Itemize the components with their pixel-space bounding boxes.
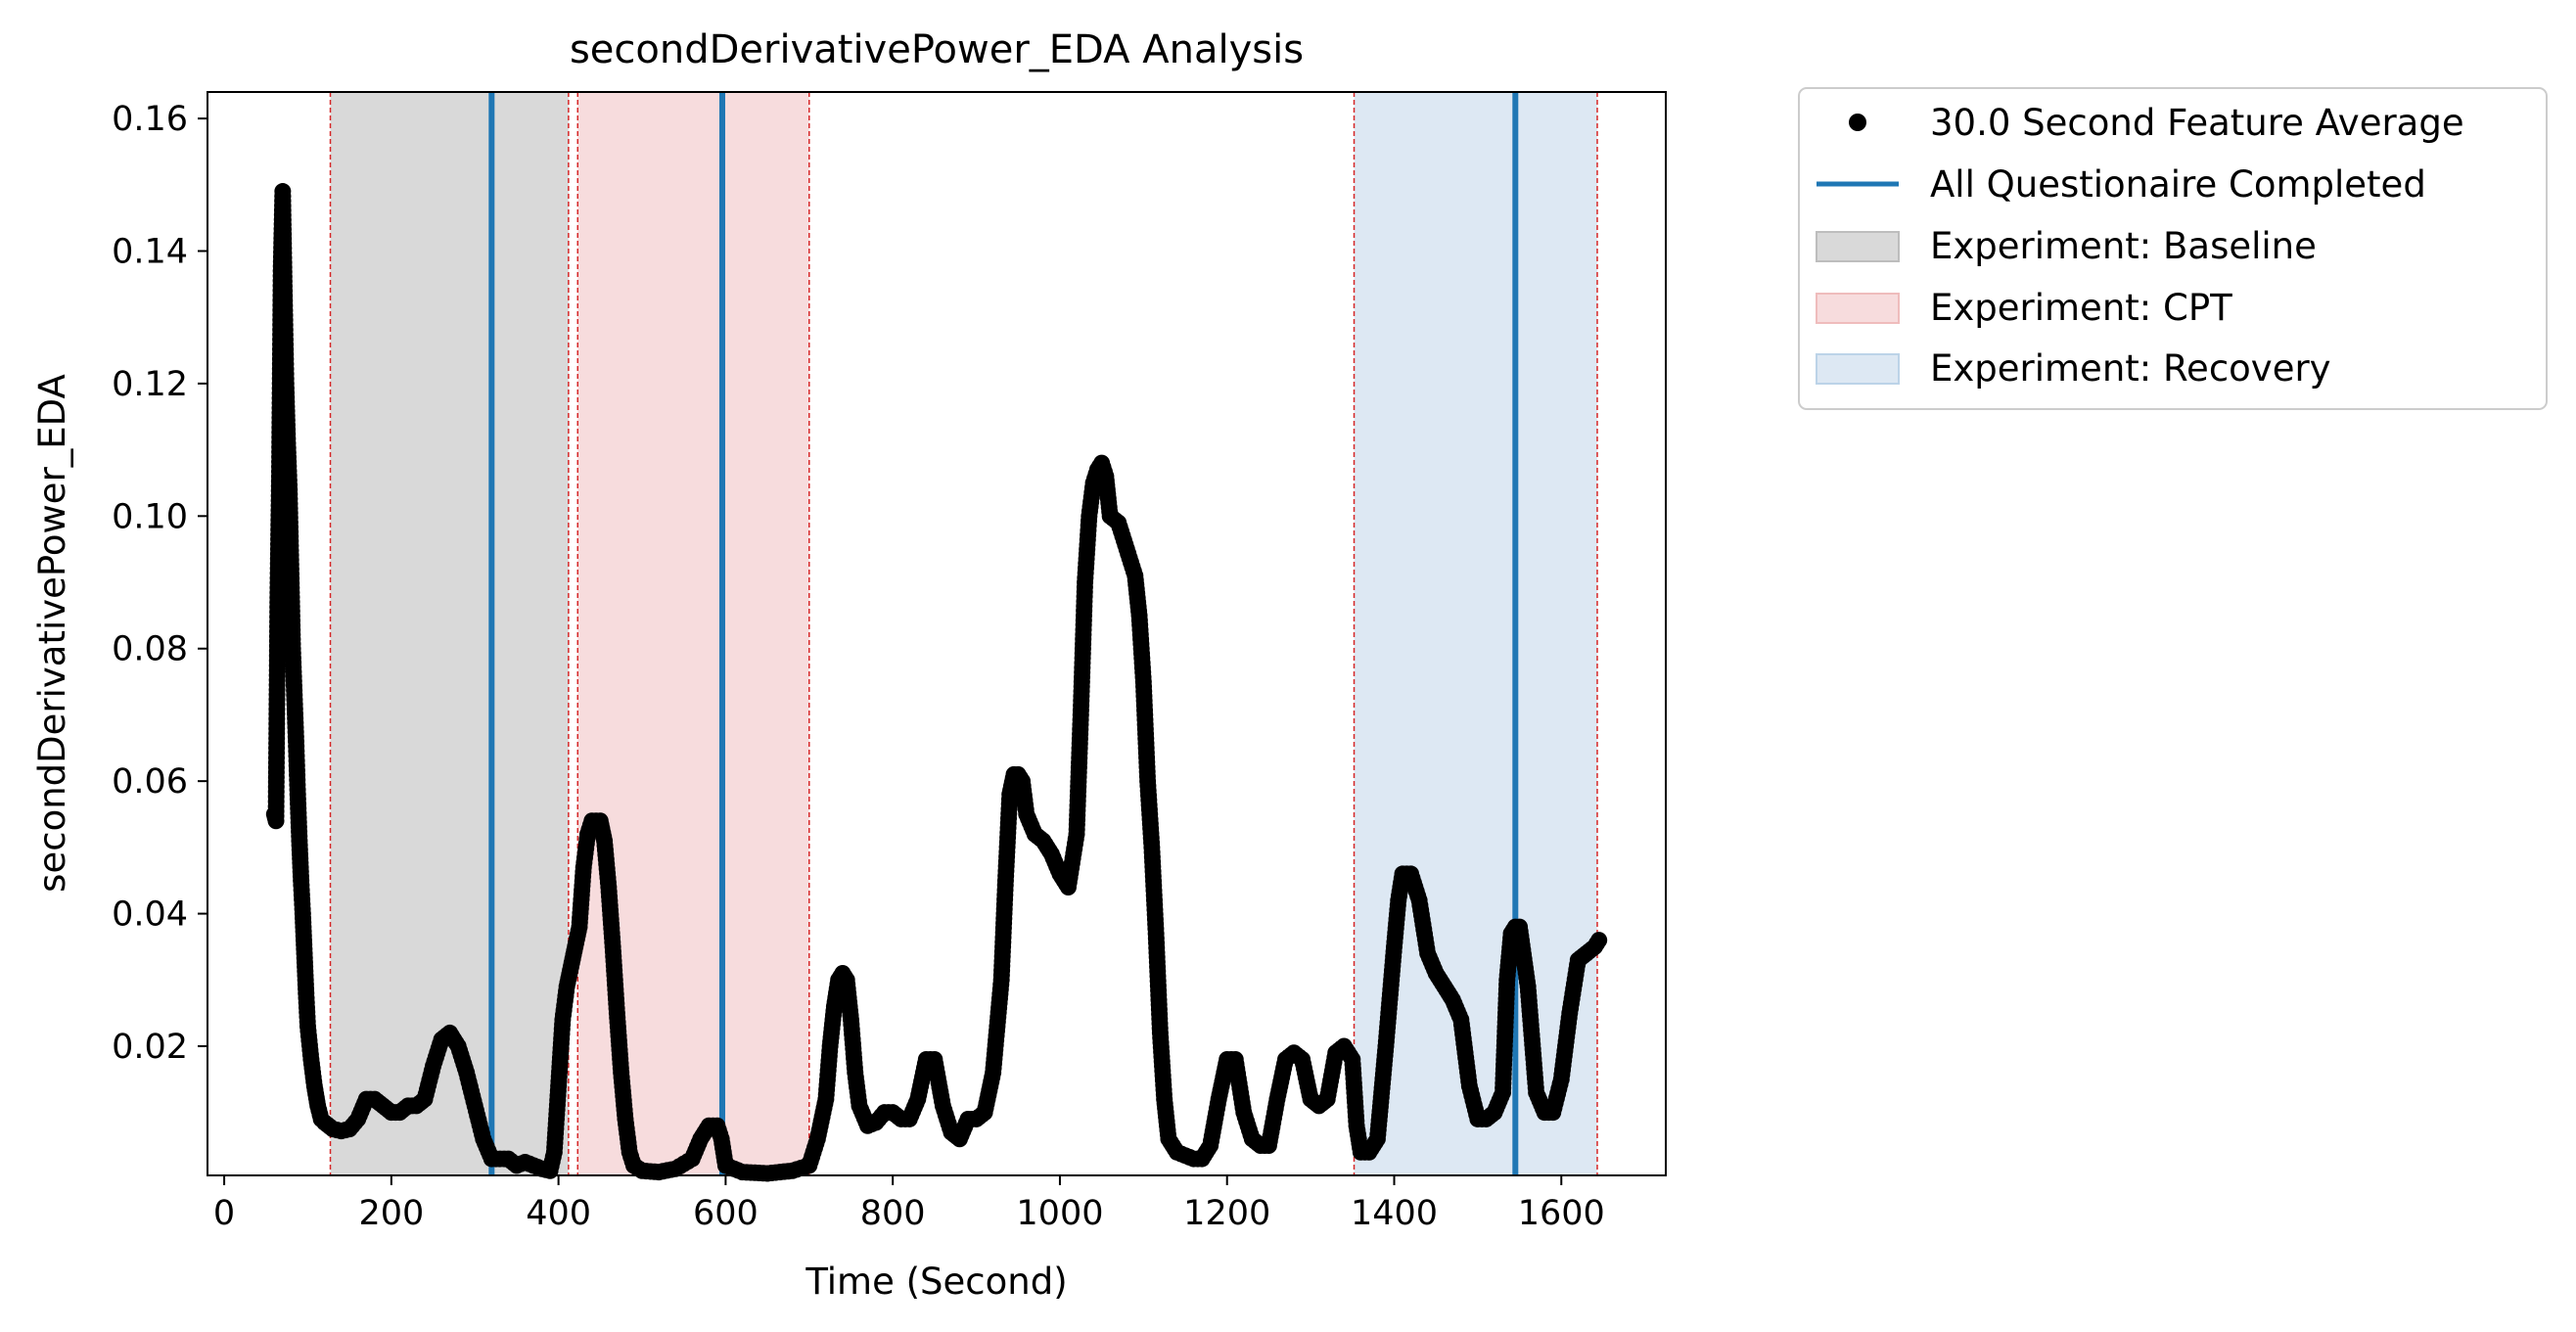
y-axis-label: secondDerivativePower_EDA bbox=[31, 374, 73, 893]
region-baseline bbox=[330, 92, 569, 1175]
y-tick-label: 0.12 bbox=[112, 365, 188, 404]
legend-swatch-recovery bbox=[1816, 353, 1900, 385]
legend-label-feature-average: 30.0 Second Feature Average bbox=[1930, 102, 2464, 144]
legend-label-questionnaire: All Questionaire Completed bbox=[1930, 163, 2426, 206]
chart-title: secondDerivativePower_EDA Analysis bbox=[570, 27, 1304, 72]
y-tick-label: 0.16 bbox=[112, 100, 188, 139]
legend: 30.0 Second Feature Average All Question… bbox=[1798, 87, 2548, 410]
y-tick-label: 0.02 bbox=[112, 1028, 188, 1067]
x-tick-label: 1000 bbox=[1016, 1194, 1103, 1233]
plot-area bbox=[265, 92, 1608, 1182]
y-tick-label: 0.10 bbox=[112, 497, 188, 536]
legend-label-recovery: Experiment: Recovery bbox=[1930, 347, 2331, 390]
x-tick-label: 1600 bbox=[1518, 1194, 1605, 1233]
legend-label-baseline: Experiment: Baseline bbox=[1930, 225, 2317, 267]
x-tick-label: 600 bbox=[693, 1194, 759, 1233]
y-tick-label: 0.06 bbox=[112, 762, 188, 802]
legend-swatch-baseline bbox=[1816, 231, 1900, 262]
y-tick-label: 0.14 bbox=[112, 232, 188, 271]
x-tick-label: 200 bbox=[358, 1194, 424, 1233]
x-tick-label: 1400 bbox=[1351, 1194, 1438, 1233]
x-tick-label: 800 bbox=[860, 1194, 926, 1233]
x-tick-label: 1200 bbox=[1183, 1194, 1270, 1233]
axis-ticks: 0 200 400 600 800 1000 1200 1400 1600 0.02 0.04 0.0… bbox=[112, 100, 1605, 1233]
x-tick-label: 0 bbox=[213, 1194, 235, 1233]
axes-frame bbox=[207, 91, 1667, 1176]
x-tick-label: 400 bbox=[526, 1194, 591, 1233]
y-tick-label: 0.08 bbox=[112, 630, 188, 669]
legend-marker-feature-average bbox=[1849, 114, 1866, 131]
y-tick-label: 0.04 bbox=[112, 896, 188, 935]
x-axis-label: Time (Second) bbox=[805, 1261, 1067, 1303]
legend-swatch-cpt bbox=[1816, 293, 1900, 324]
legend-label-cpt: Experiment: CPT bbox=[1930, 287, 2232, 329]
legend-frame bbox=[1798, 87, 2548, 410]
data-point bbox=[1590, 932, 1608, 949]
